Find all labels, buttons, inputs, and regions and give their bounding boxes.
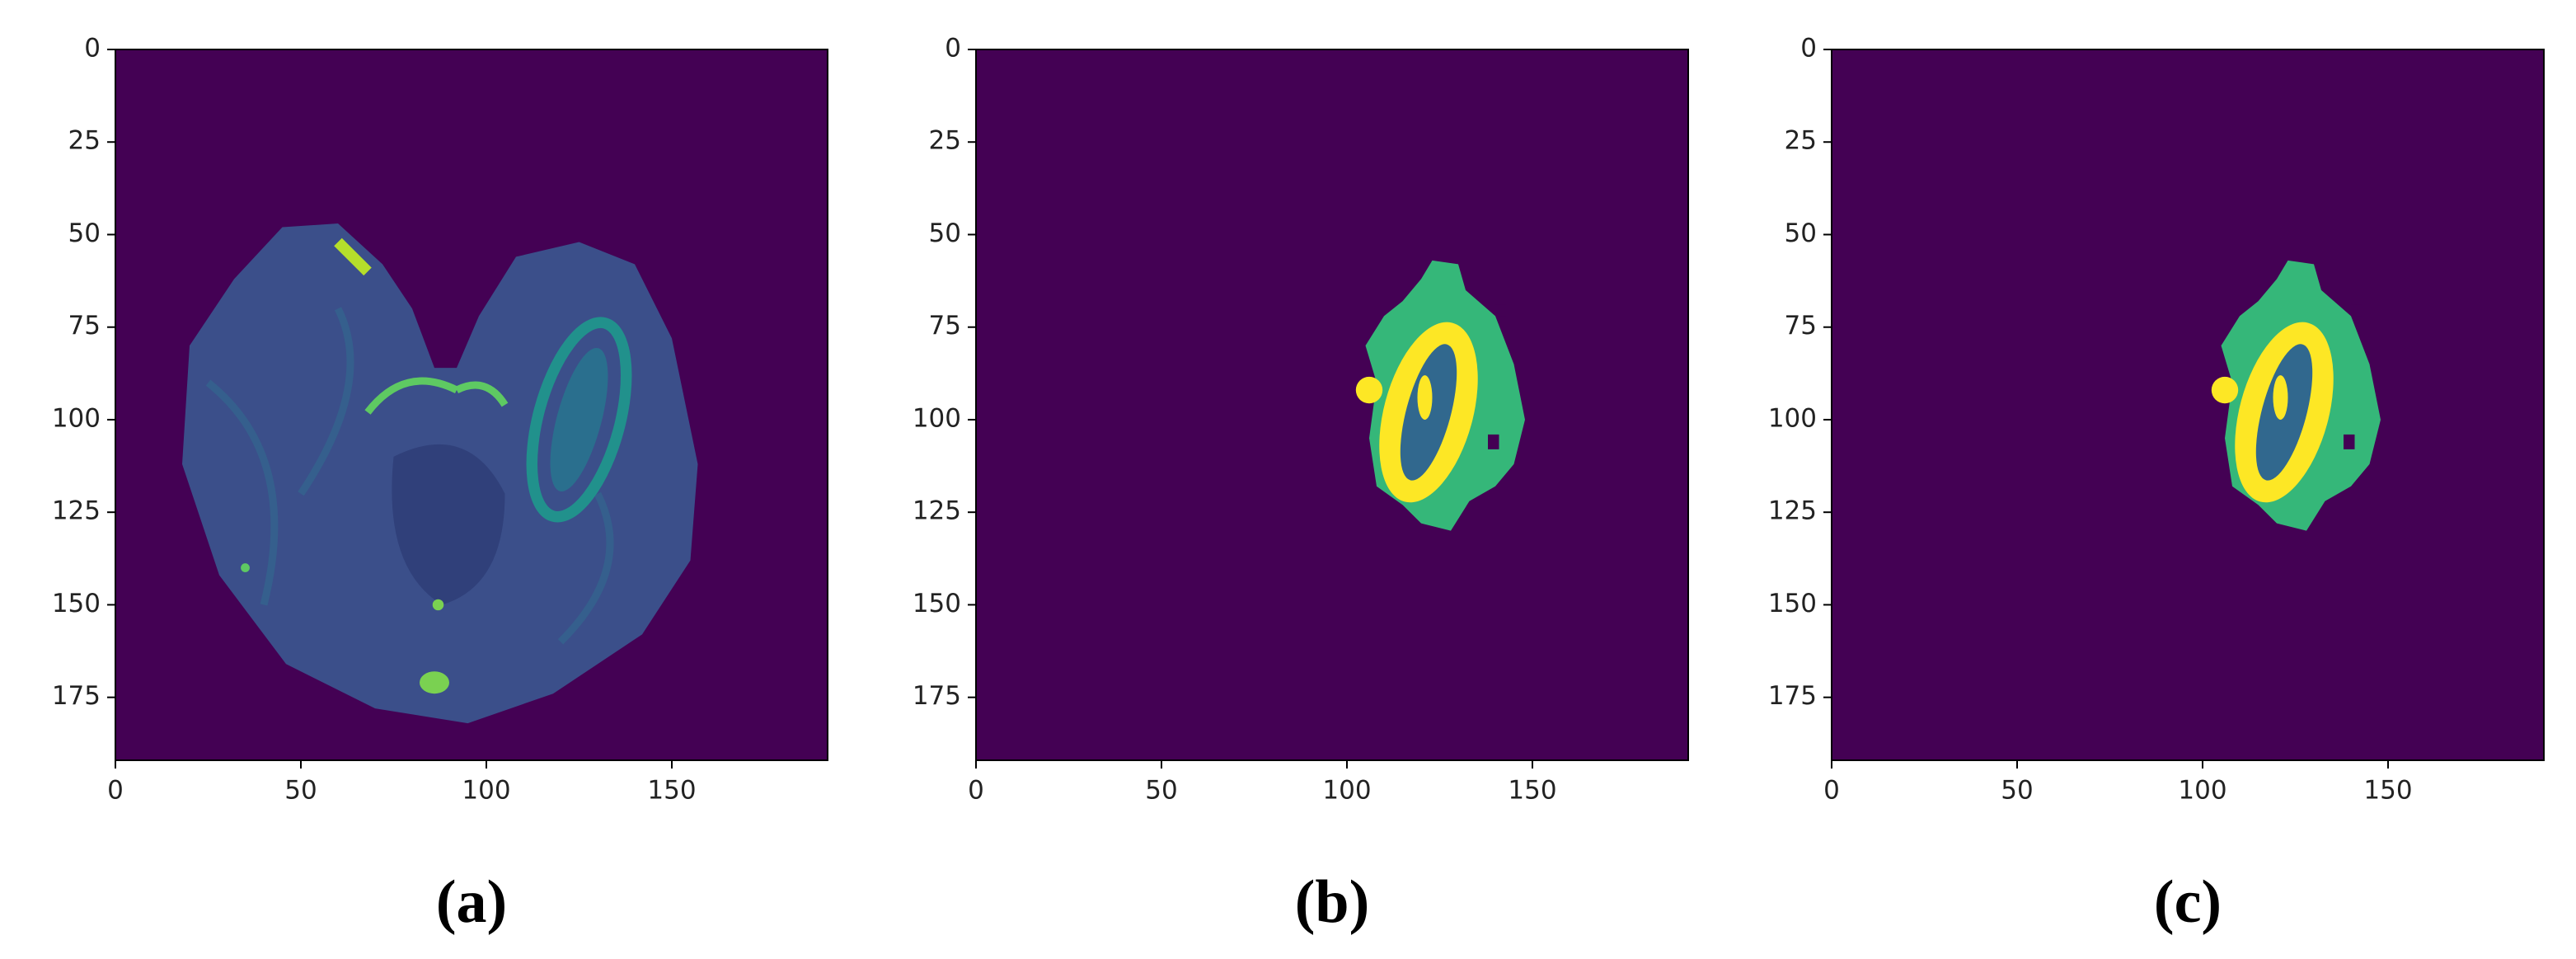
y-tick-label: 100 [52, 403, 101, 433]
y-tick-label: 125 [913, 496, 961, 526]
panels: 0 50 100 150 0 25 50 75 100 125 150 175 (a) 0 50 100 150… [52, 34, 2545, 936]
image [976, 49, 1688, 760]
y-tick-label: 50 [1785, 219, 1817, 248]
x-tick-label: 50 [284, 776, 317, 806]
y-tick-label: 175 [52, 681, 101, 711]
x-tick-label: 100 [1322, 776, 1371, 806]
x-tick-label: 50 [1145, 776, 1177, 806]
panel: 0 50 100 150 0 25 50 75 100 125 150 175 (c) [1768, 34, 2545, 936]
y-tick-label: 75 [929, 311, 961, 341]
y-tick-label: 25 [1785, 126, 1817, 156]
y-tick-label: 150 [1768, 589, 1817, 618]
y-tick-label: 150 [913, 589, 961, 618]
y-tick-label: 125 [1768, 496, 1817, 526]
x-tick-label: 0 [107, 776, 124, 806]
panel: 0 50 100 150 0 25 50 75 100 125 150 175 (b) [913, 34, 1689, 936]
y-tick-label: 0 [1800, 34, 1817, 63]
x-tick-label: 100 [462, 776, 510, 806]
y-tick-label: 125 [52, 496, 101, 526]
caption: (a) [436, 868, 507, 936]
x-tick-label: 150 [647, 776, 696, 806]
axes-frame [1831, 49, 2545, 761]
x-tick-label: 0 [968, 776, 984, 806]
y-tick-label: 50 [68, 219, 101, 248]
y-tick-label: 75 [1785, 311, 1817, 341]
x-tick-label: 150 [2363, 776, 2412, 806]
y-tick-label: 175 [1768, 681, 1817, 711]
x-tick-label: 50 [2001, 776, 2033, 806]
caption: (c) [2154, 868, 2222, 936]
y-tick-label: 75 [68, 311, 101, 341]
y-tick-label: 0 [84, 34, 101, 63]
y-tick-label: 25 [68, 126, 101, 156]
image [115, 49, 828, 760]
y-tick-label: 150 [52, 589, 101, 618]
x-tick-label: 150 [1508, 776, 1556, 806]
y-tick-label: 100 [913, 403, 961, 433]
x-tick-label: 100 [2178, 776, 2226, 806]
y-tick-label: 50 [929, 219, 961, 248]
axes-frame [115, 49, 828, 761]
panel: 0 50 100 150 0 25 50 75 100 125 150 175 (a) [52, 34, 828, 936]
y-tick-label: 175 [913, 681, 961, 711]
image [1832, 49, 2544, 760]
y-tick-label: 0 [945, 34, 961, 63]
axes-frame [975, 49, 1689, 761]
caption: (b) [1295, 868, 1369, 936]
x-tick-label: 0 [1823, 776, 1840, 806]
y-tick-label: 100 [1768, 403, 1817, 433]
y-tick-label: 25 [929, 126, 961, 156]
